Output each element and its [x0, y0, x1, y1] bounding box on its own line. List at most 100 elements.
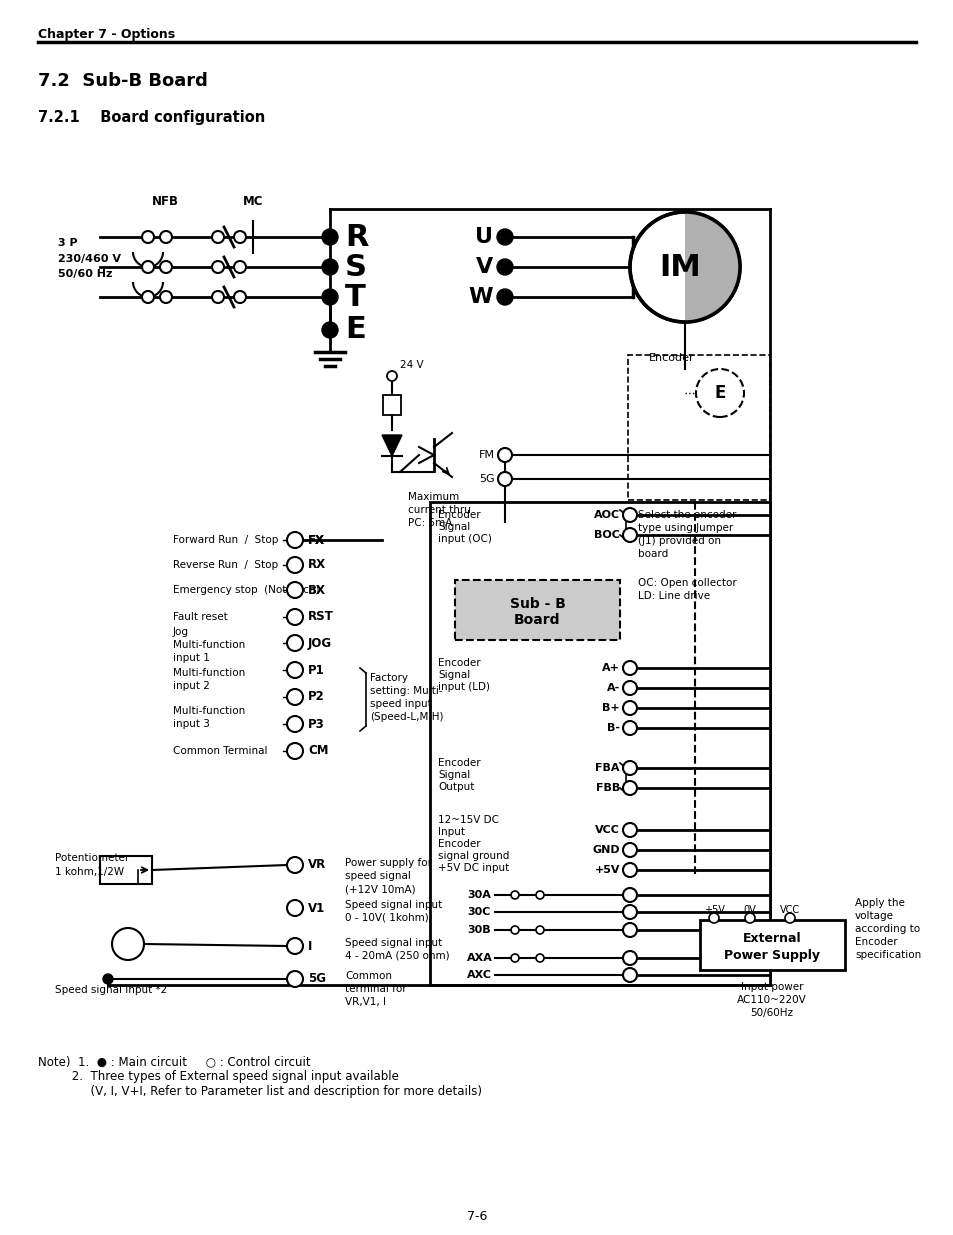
Text: B+: B+: [601, 703, 619, 713]
Text: LD: Line drive: LD: Line drive: [638, 592, 709, 601]
Circle shape: [784, 913, 794, 923]
Text: 24 V: 24 V: [399, 359, 423, 370]
Text: R: R: [345, 222, 368, 252]
Text: BX: BX: [308, 583, 326, 597]
Circle shape: [708, 913, 719, 923]
Text: 7.2.1    Board configuration: 7.2.1 Board configuration: [38, 110, 265, 125]
Circle shape: [233, 231, 246, 243]
Text: speed signal: speed signal: [345, 871, 411, 881]
Text: 0V: 0V: [742, 905, 756, 915]
Circle shape: [142, 261, 153, 273]
Circle shape: [511, 926, 518, 934]
Text: 5G: 5G: [478, 474, 495, 484]
Text: Multi-function: Multi-function: [172, 668, 245, 678]
Bar: [455, 580, 619, 640]
Text: VCC: VCC: [780, 905, 800, 915]
Text: (V, I, V+I, Refer to Parameter list and description for more details): (V, I, V+I, Refer to Parameter list and …: [38, 1086, 481, 1098]
Text: Emergency stop  (Not latch): Emergency stop (Not latch): [172, 585, 319, 595]
Text: input 1: input 1: [172, 653, 210, 663]
Circle shape: [497, 472, 512, 487]
Text: RST: RST: [308, 610, 334, 624]
Text: Multi-function: Multi-function: [172, 706, 245, 716]
Circle shape: [696, 369, 743, 417]
Text: OC: Open collector: OC: Open collector: [638, 578, 736, 588]
Text: V1: V1: [308, 902, 325, 914]
Text: AXC: AXC: [467, 969, 492, 981]
Text: 5G: 5G: [308, 972, 326, 986]
Bar: [627, 354, 769, 500]
Text: Speed signal input *2: Speed signal input *2: [55, 986, 167, 995]
Text: Maximum: Maximum: [408, 492, 458, 501]
Bar: [430, 501, 769, 986]
Circle shape: [622, 905, 637, 919]
Circle shape: [322, 322, 337, 338]
Text: type using Jumper: type using Jumper: [638, 522, 733, 534]
Circle shape: [212, 231, 224, 243]
Circle shape: [622, 661, 637, 676]
Text: setting: Multi-: setting: Multi-: [370, 685, 442, 697]
Text: PC: 5mA: PC: 5mA: [408, 517, 452, 529]
Circle shape: [497, 228, 513, 245]
Text: Apply the: Apply the: [854, 898, 904, 908]
Text: according to: according to: [854, 924, 919, 934]
Text: Fault reset: Fault reset: [172, 613, 228, 622]
Text: FX: FX: [308, 534, 325, 547]
Text: A-: A-: [606, 683, 619, 693]
Text: 2.  Three types of External speed signal input available: 2. Three types of External speed signal …: [38, 1070, 398, 1083]
Circle shape: [622, 761, 637, 776]
Circle shape: [511, 890, 518, 899]
Text: specification: specification: [854, 950, 921, 960]
Circle shape: [142, 291, 153, 303]
Text: Chapter 7 - Options: Chapter 7 - Options: [38, 28, 175, 41]
Text: BOC: BOC: [594, 530, 619, 540]
Circle shape: [622, 781, 637, 795]
Circle shape: [497, 259, 513, 275]
Circle shape: [287, 609, 303, 625]
Circle shape: [387, 370, 396, 382]
Circle shape: [233, 291, 246, 303]
Text: 4 - 20mA (250 ohm): 4 - 20mA (250 ohm): [345, 951, 449, 961]
Text: Select the encoder: Select the encoder: [638, 510, 736, 520]
Text: Signal: Signal: [437, 671, 470, 680]
Text: MC: MC: [242, 195, 263, 207]
Circle shape: [142, 231, 153, 243]
Text: A+: A+: [601, 663, 619, 673]
Text: Encoder: Encoder: [437, 839, 480, 848]
Circle shape: [622, 823, 637, 837]
Circle shape: [287, 662, 303, 678]
Text: Output: Output: [437, 782, 474, 792]
Text: voltage: voltage: [854, 911, 893, 921]
Text: E: E: [345, 315, 365, 345]
Text: P1: P1: [308, 663, 324, 677]
Text: FX: FX: [308, 534, 325, 547]
Text: FBB: FBB: [595, 783, 619, 793]
Text: Encoder: Encoder: [854, 937, 897, 947]
Text: Power Supply: Power Supply: [723, 950, 820, 962]
Text: Power supply for: Power supply for: [345, 858, 432, 868]
Circle shape: [287, 635, 303, 651]
Text: Multi-function: Multi-function: [172, 640, 245, 650]
Text: VR,V1, I: VR,V1, I: [345, 997, 386, 1007]
Text: (J1) provided on: (J1) provided on: [638, 536, 720, 546]
Text: input (LD): input (LD): [437, 682, 490, 692]
Text: (Speed-L,M,H): (Speed-L,M,H): [370, 713, 443, 722]
Wedge shape: [684, 212, 740, 322]
Circle shape: [536, 926, 543, 934]
Text: 12~15V DC: 12~15V DC: [437, 815, 498, 825]
Text: 230/460 V: 230/460 V: [58, 254, 121, 264]
Bar: [100, 856, 152, 884]
Circle shape: [536, 890, 543, 899]
Circle shape: [287, 939, 303, 953]
Text: 30B: 30B: [467, 925, 490, 935]
Text: IM: IM: [659, 252, 700, 282]
Text: 50/60Hz: 50/60Hz: [750, 1008, 793, 1018]
Text: I: I: [308, 940, 312, 952]
Text: Input power: Input power: [740, 982, 802, 992]
Circle shape: [160, 291, 172, 303]
Circle shape: [287, 857, 303, 873]
Text: board: board: [638, 550, 667, 559]
Text: T: T: [345, 283, 365, 311]
Text: Board: Board: [514, 613, 560, 627]
Circle shape: [622, 888, 637, 902]
Circle shape: [212, 291, 224, 303]
